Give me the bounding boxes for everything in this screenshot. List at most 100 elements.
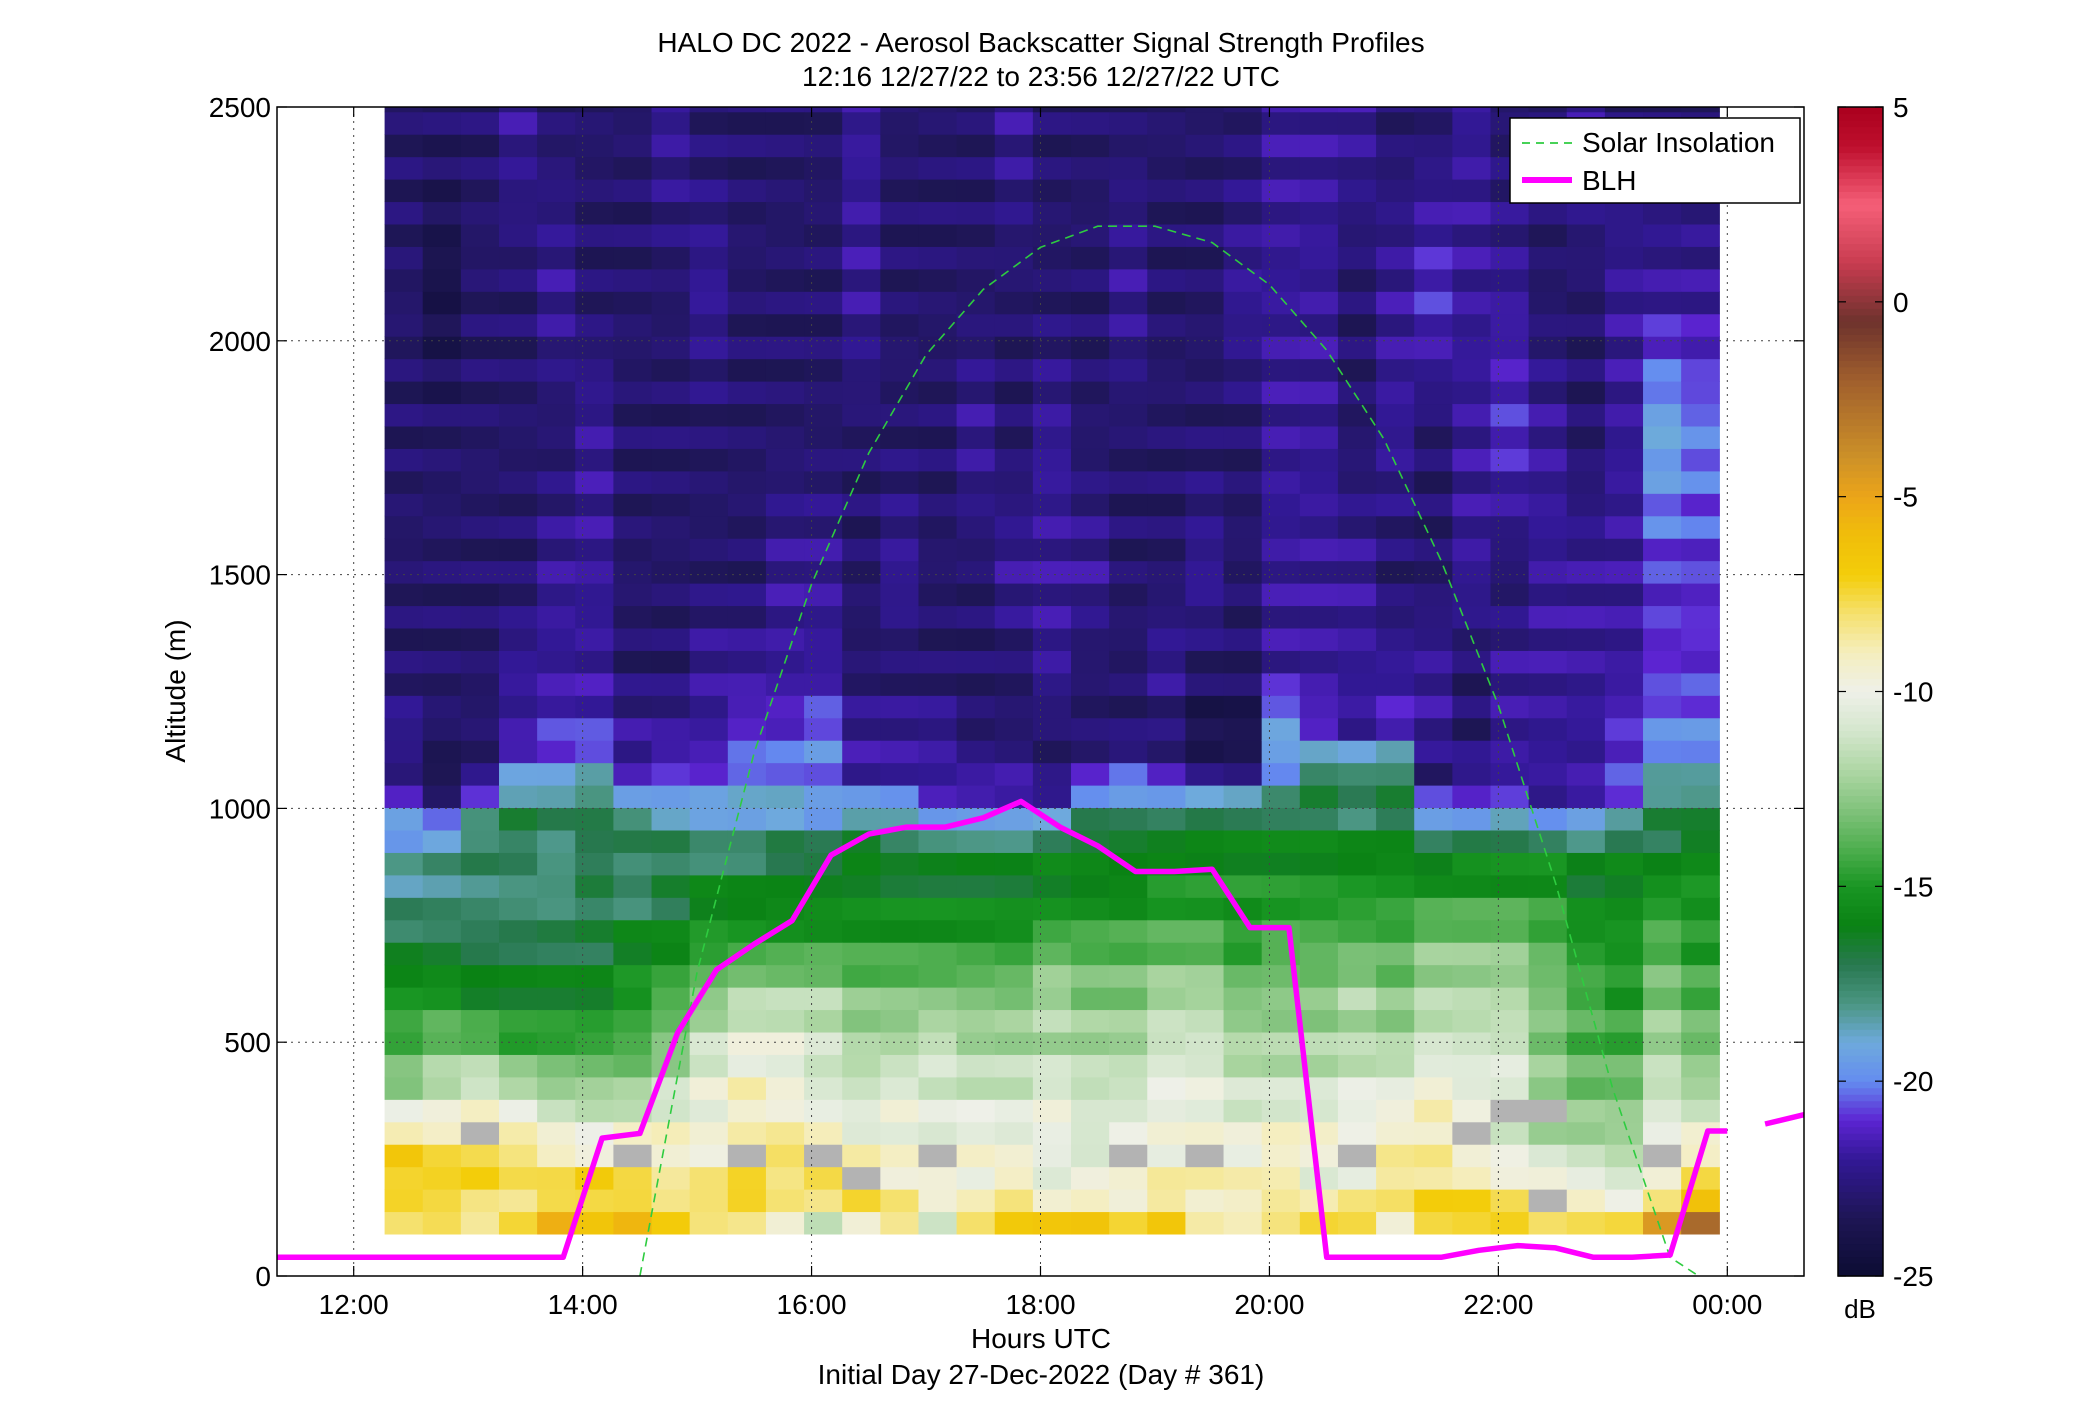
- heatmap-cell: [537, 336, 576, 360]
- heatmap-cell: [689, 740, 729, 764]
- heatmap-cell: [1299, 717, 1339, 741]
- colorbar-segment: [1838, 107, 1883, 115]
- colorbar-segment: [1838, 1224, 1883, 1232]
- legend-solar-label: Solar Insolation: [1582, 127, 1775, 158]
- heatmap-cell: [1490, 672, 1530, 696]
- heatmap-cell: [460, 313, 500, 337]
- heatmap-cell: [1452, 987, 1492, 1011]
- heatmap-cell: [1681, 605, 1720, 629]
- heatmap-cell: [575, 448, 614, 472]
- heatmap-cell: [1528, 942, 1568, 966]
- colorbar-segment: [1838, 652, 1883, 660]
- heatmap-cell: [1414, 560, 1453, 584]
- colorbar-segment: [1838, 1126, 1883, 1134]
- heatmap-cell: [1376, 313, 1415, 337]
- heatmap-cell: [842, 291, 881, 315]
- heatmap-cell: [689, 201, 729, 225]
- heatmap-cell: [804, 1144, 843, 1168]
- heatmap-cell: [880, 493, 920, 517]
- heatmap: [384, 107, 1720, 1235]
- heatmap-cell: [765, 1144, 805, 1168]
- heatmap-cell: [460, 538, 500, 562]
- heatmap-cell: [422, 650, 462, 674]
- colorbar-segment: [1838, 132, 1883, 141]
- heatmap-cell: [1414, 246, 1453, 270]
- heatmap-cell: [994, 1121, 1034, 1145]
- heatmap-cell: [499, 560, 538, 584]
- heatmap-cell: [918, 156, 958, 180]
- heatmap-cell: [1643, 605, 1682, 629]
- heatmap-cell: [994, 425, 1034, 449]
- colorbar-segment: [1838, 1165, 1883, 1173]
- heatmap-cell: [1223, 650, 1263, 674]
- heatmap-cell: [842, 1189, 881, 1213]
- heatmap-cell: [1223, 358, 1263, 382]
- heatmap-cell: [1490, 425, 1530, 449]
- colorbar-segment: [1838, 548, 1883, 556]
- heatmap-cell: [1261, 987, 1301, 1011]
- heatmap-cell: [1414, 695, 1453, 719]
- heatmap-cell: [1490, 1121, 1530, 1145]
- heatmap-cell: [1643, 919, 1682, 943]
- heatmap-cell: [765, 829, 805, 853]
- heatmap-cell: [880, 291, 920, 315]
- heatmap-cell: [1528, 470, 1568, 494]
- heatmap-cell: [1604, 515, 1644, 539]
- heatmap-cell: [1604, 897, 1644, 921]
- colorbar-segment: [1838, 314, 1883, 322]
- heatmap-cell: [651, 1189, 691, 1213]
- heatmap-cell: [1032, 1031, 1072, 1055]
- heatmap-cell: [460, 201, 500, 225]
- heatmap-cell: [765, 919, 805, 943]
- heatmap-cell: [1566, 493, 1606, 517]
- colorbar-segment: [1838, 522, 1883, 530]
- heatmap-cell: [1299, 627, 1339, 651]
- heatmap-cell: [1147, 493, 1187, 517]
- heatmap-cell: [613, 964, 653, 988]
- heatmap-cell: [499, 223, 538, 247]
- heatmap-cell: [1528, 717, 1568, 741]
- heatmap-cell: [918, 1054, 958, 1078]
- heatmap-cell: [765, 336, 805, 360]
- heatmap-cell: [994, 740, 1034, 764]
- colorbar-tick-label: 5: [1893, 92, 1909, 123]
- heatmap-cell: [956, 1076, 996, 1100]
- heatmap-cell: [1185, 717, 1225, 741]
- heatmap-cell: [1643, 107, 1682, 113]
- heatmap-cell: [956, 156, 996, 180]
- heatmap-cell: [1490, 246, 1530, 270]
- colorbar-segment: [1838, 574, 1883, 582]
- heatmap-cell: [651, 919, 691, 943]
- heatmap-cell: [1414, 156, 1453, 180]
- heatmap-cell: [765, 1189, 805, 1213]
- heatmap-cell: [1376, 740, 1415, 764]
- heatmap-cell: [1452, 515, 1492, 539]
- heatmap-cell: [1490, 1189, 1530, 1213]
- heatmap-cell: [1604, 107, 1644, 113]
- heatmap-cell: [1185, 1009, 1225, 1033]
- heatmap-cell: [1528, 650, 1568, 674]
- heatmap-cell: [1604, 246, 1644, 270]
- heatmap-cell: [537, 425, 576, 449]
- heatmap-cell: [1643, 964, 1682, 988]
- colorbar-segment: [1838, 210, 1883, 218]
- colorbar-segment: [1838, 366, 1883, 374]
- heatmap-cell: [765, 179, 805, 203]
- colorbar-segment: [1838, 581, 1883, 589]
- colorbar-segment: [1838, 321, 1883, 329]
- heatmap-cell: [499, 897, 538, 921]
- heatmap-cell: [1071, 919, 1110, 943]
- heatmap-cell: [460, 268, 500, 292]
- heatmap-cell: [1490, 897, 1530, 921]
- heatmap-cell: [499, 358, 538, 382]
- heatmap-cell: [918, 470, 958, 494]
- heatmap-cell: [1376, 987, 1415, 1011]
- colorbar-segment: [1838, 249, 1883, 257]
- heatmap-cell: [1147, 762, 1187, 786]
- heatmap-cell: [1337, 313, 1377, 337]
- heatmap-cell: [842, 987, 881, 1011]
- heatmap-cell: [880, 1166, 920, 1190]
- heatmap-cell: [804, 1211, 843, 1235]
- heatmap-cell: [384, 223, 424, 247]
- heatmap-cell: [537, 1031, 576, 1055]
